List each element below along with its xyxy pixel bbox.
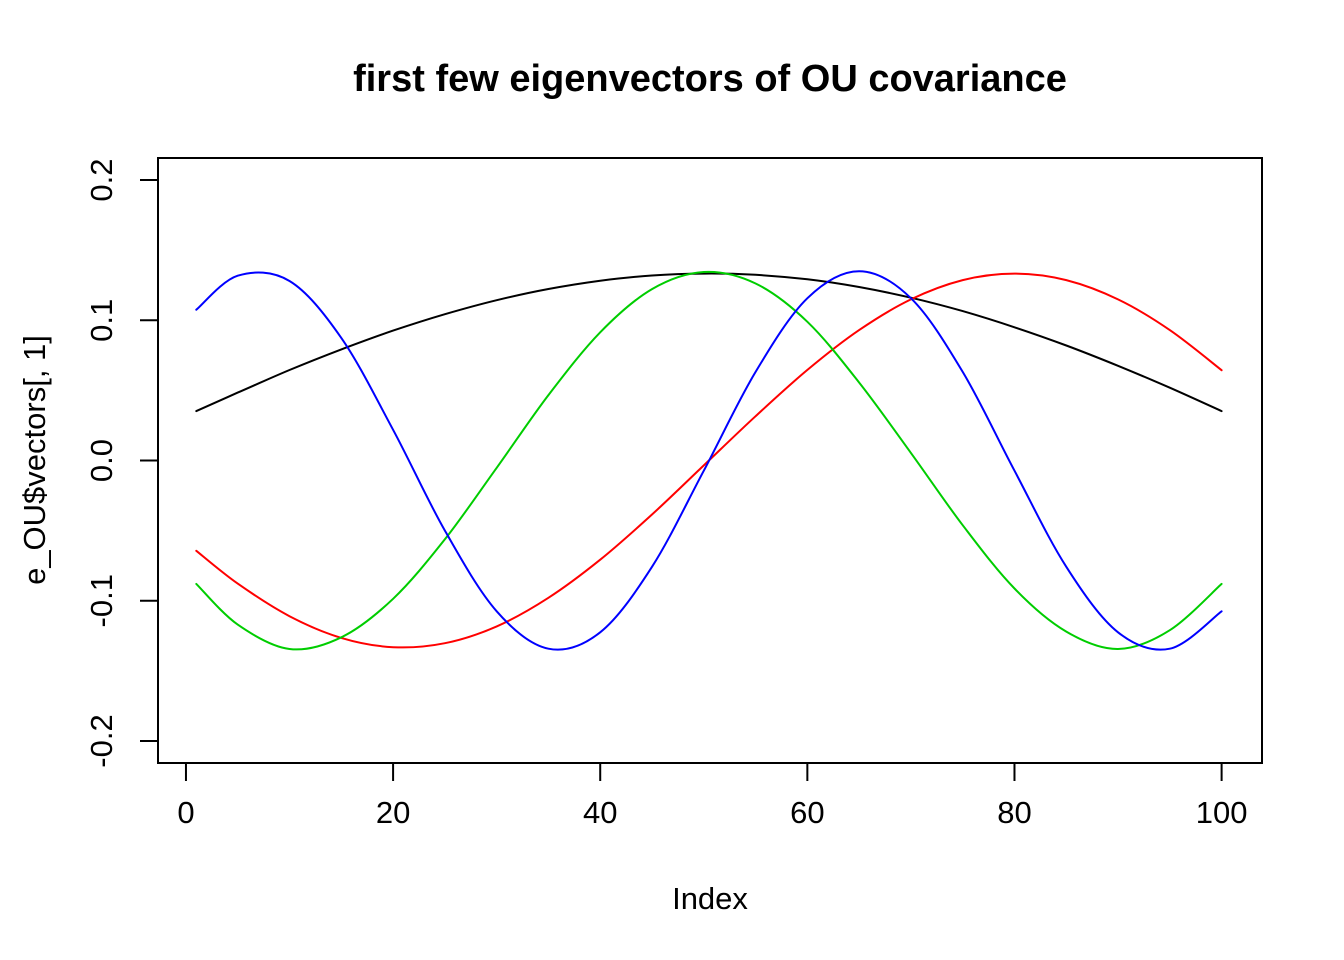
chart-title: first few eigenvectors of OU covariance <box>353 58 1067 100</box>
x-axis-label: Index <box>672 881 748 916</box>
y-tick-label: 0.1 <box>84 299 119 342</box>
y-axis-label: e_OU$vectors[, 1] <box>17 335 52 585</box>
x-tick-label: 0 <box>177 795 194 830</box>
x-tick-label: 100 <box>1196 795 1248 830</box>
series-eigenvector-4-line <box>195 270 1223 651</box>
series-eigenvector-2-line <box>195 272 1223 649</box>
series-eigenvector-1-line <box>195 272 1223 413</box>
y-tick-label: 0.0 <box>84 439 119 482</box>
x-tick-label: 20 <box>376 795 410 830</box>
y-tick-label: 0.2 <box>84 158 119 201</box>
x-tick-label: 60 <box>790 795 824 830</box>
y-tick-label: -0.2 <box>84 714 119 767</box>
y-tick-label: -0.1 <box>84 574 119 627</box>
x-tick-label: 80 <box>997 795 1031 830</box>
series-eigenvector-3-line <box>195 270 1223 651</box>
x-tick-label: 40 <box>583 795 617 830</box>
